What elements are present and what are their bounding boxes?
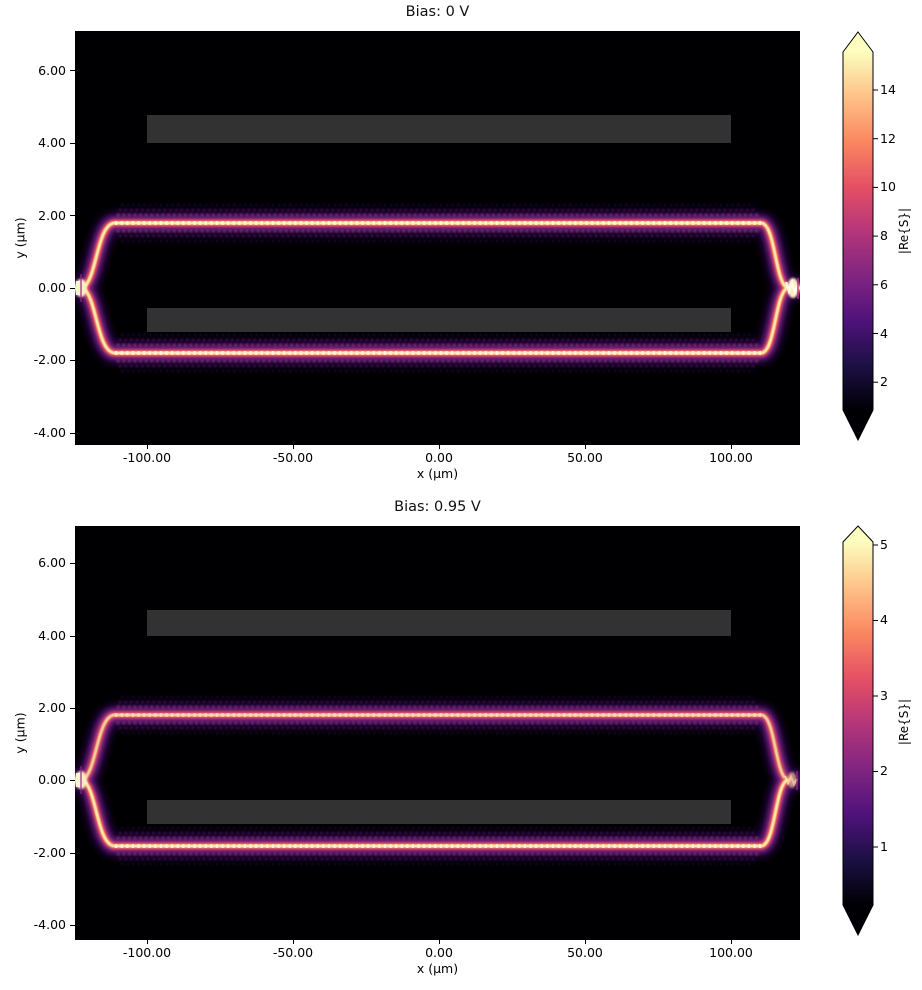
ytick-mark [70, 563, 75, 564]
ytick-mark [70, 925, 75, 926]
output-port-field [784, 278, 800, 299]
colorbar-tick-label: 5 [880, 537, 888, 552]
ytick-label: -2.00 [33, 845, 66, 860]
subplot2-title: Bias: 0.95 V [394, 499, 481, 515]
ytick-mark [70, 360, 75, 361]
subplot1-title: Bias: 0 V [405, 4, 470, 20]
electrode-center [147, 308, 731, 332]
xtick-label: 100.00 [709, 945, 753, 960]
xtick-mark [293, 445, 294, 449]
ytick-mark [70, 215, 75, 216]
y-axis-label: y (μm) [12, 712, 28, 754]
ytick-mark [70, 143, 75, 144]
xtick-label: -100.00 [122, 450, 172, 465]
xtick-mark [585, 445, 586, 449]
ytick-label: 0.00 [38, 280, 66, 295]
xtick-label: 50.00 [567, 450, 603, 465]
xtick-mark [731, 940, 732, 944]
plot-area-bias-0 [75, 31, 800, 445]
xtick-label: 100.00 [709, 450, 753, 465]
colorbar-label: |Re{S}| [897, 207, 911, 255]
x-axis-label: x (μm) [416, 961, 459, 976]
xtick-mark [585, 940, 586, 944]
colorbar-tick-marks [873, 544, 878, 848]
output-port-field [783, 771, 798, 790]
electrode-upper [147, 115, 731, 143]
colorbar-bias-095 [842, 525, 878, 937]
ytick-mark [70, 433, 75, 434]
ytick-mark [70, 708, 75, 709]
xtick-mark [147, 445, 148, 449]
waveguide-field [75, 203, 800, 373]
colorbar-tick-label: 14 [880, 82, 896, 97]
xtick-label: -50.00 [272, 450, 314, 465]
colorbar-bias-0 [842, 31, 878, 442]
ytick-mark [70, 288, 75, 289]
xtick-label: 50.00 [567, 945, 603, 960]
colorbar-label: |Re{S}| [897, 698, 911, 746]
colorbar-tick-label: 2 [880, 374, 888, 389]
colorbar-tick-label: 6 [880, 277, 888, 292]
plot-background [75, 31, 800, 445]
y-axis-label: y (μm) [12, 217, 28, 259]
ytick-label: 6.00 [38, 63, 66, 78]
ytick-label: -4.00 [33, 425, 66, 440]
xtick-label: -100.00 [122, 945, 172, 960]
xtick-mark [293, 940, 294, 944]
electrode-center [147, 800, 731, 824]
ytick-label: 2.00 [38, 208, 66, 223]
electrode-upper [147, 610, 731, 636]
ytick-label: -4.00 [33, 917, 66, 932]
ytick-label: 6.00 [38, 555, 66, 570]
colorbar-tick-marks [873, 89, 878, 383]
colorbar-tick-label: 3 [880, 688, 888, 703]
colorbar-gradient [842, 31, 874, 442]
colorbar-tick-label: 12 [880, 131, 896, 146]
xtick-mark [439, 940, 440, 944]
xtick-mark [439, 445, 440, 449]
ytick-mark [70, 636, 75, 637]
xtick-label: 0.00 [425, 450, 453, 465]
waveguide-field [75, 695, 800, 866]
ytick-label: 2.00 [38, 700, 66, 715]
input-port-field [75, 766, 87, 794]
x-axis-label: x (μm) [416, 466, 459, 481]
colorbar-tick-label: 4 [880, 326, 888, 341]
input-port-field [75, 274, 87, 302]
xtick-label: -50.00 [272, 945, 314, 960]
ytick-label: -2.00 [33, 352, 66, 367]
colorbar-tick-label: 10 [880, 179, 896, 194]
ytick-label: 4.00 [38, 135, 66, 150]
xtick-mark [731, 445, 732, 449]
ytick-label: 4.00 [38, 628, 66, 643]
colorbar-tick-label: 1 [880, 839, 888, 854]
colorbar-tick-label: 2 [880, 763, 888, 778]
ytick-mark [70, 853, 75, 854]
xtick-label: 0.00 [425, 945, 453, 960]
plot-area-bias-095 [75, 526, 800, 940]
colorbar-tick-label: 4 [880, 612, 888, 627]
ytick-mark [70, 780, 75, 781]
colorbar-gradient [842, 525, 874, 937]
colorbar-tick-label: 8 [880, 228, 888, 243]
ytick-mark [70, 70, 75, 71]
ytick-label: 0.00 [38, 772, 66, 787]
xtick-mark [147, 940, 148, 944]
